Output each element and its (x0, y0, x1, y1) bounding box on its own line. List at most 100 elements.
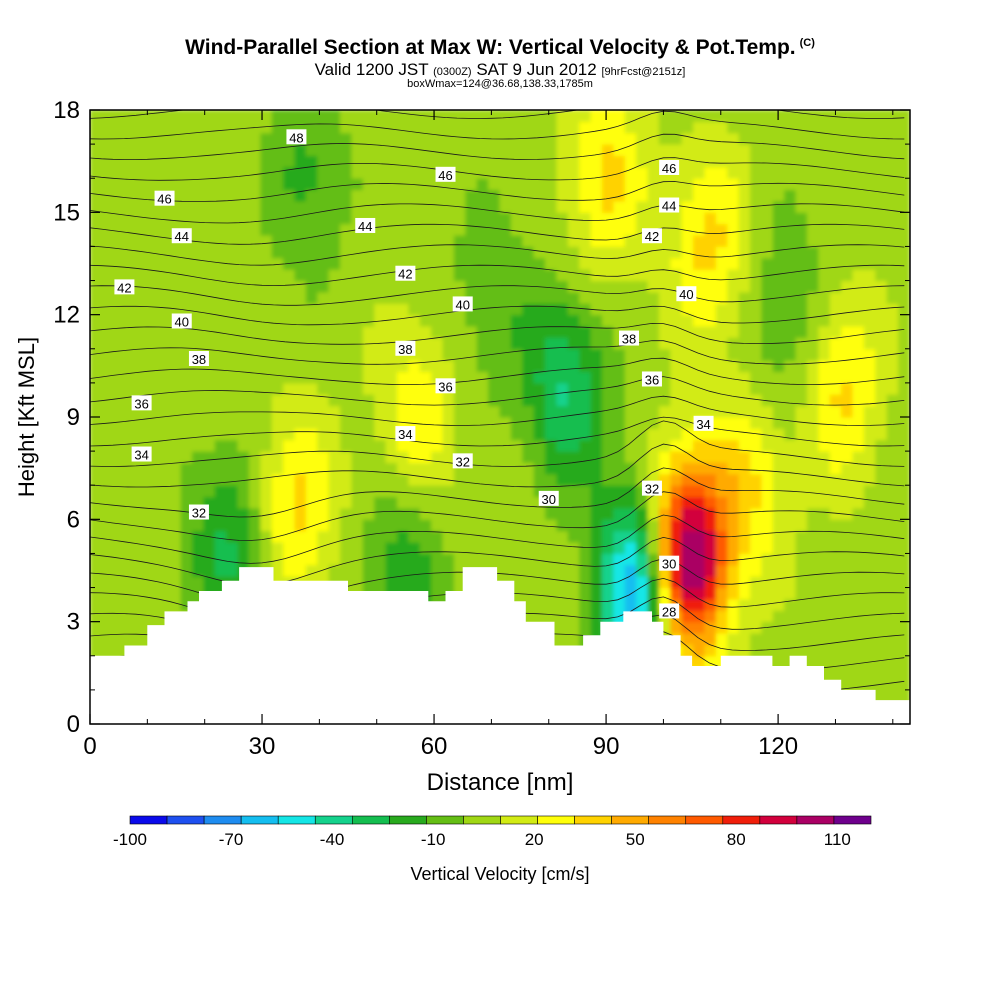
theta-label: 42 (395, 265, 416, 282)
velocity-cell (772, 439, 786, 452)
velocity-cell (533, 416, 547, 429)
velocity-cell (203, 575, 216, 589)
velocity-cell (226, 496, 239, 509)
velocity-cell (157, 587, 171, 600)
velocity-cell (602, 211, 615, 225)
velocity-cell (248, 177, 262, 191)
velocity-cell (123, 166, 137, 179)
velocity-cell (567, 177, 581, 191)
velocity-cell (704, 189, 717, 202)
velocity-cell (886, 598, 900, 611)
velocity-cell (579, 439, 592, 452)
velocity-cell (670, 541, 683, 554)
velocity-cell (237, 291, 250, 304)
velocity-cell (192, 541, 205, 554)
velocity-cell (863, 496, 877, 509)
velocity-cell (772, 575, 786, 589)
velocity-cell (852, 325, 865, 338)
velocity-cell (385, 211, 398, 225)
velocity-cell (670, 405, 683, 418)
velocity-cell (294, 245, 307, 259)
velocity-cell (476, 211, 490, 225)
velocity-cell (704, 257, 717, 270)
velocity-cell (795, 371, 808, 384)
velocity-cell (362, 154, 376, 168)
velocity-cell (841, 166, 854, 179)
velocity-cell (180, 518, 193, 532)
velocity-cell (886, 439, 900, 452)
velocity-cell (362, 405, 376, 418)
velocity-cell (431, 234, 444, 247)
velocity-cell (738, 541, 752, 554)
velocity-cell (362, 416, 376, 429)
velocity-cell (681, 336, 695, 350)
velocity-cell (248, 132, 262, 145)
subtitle-date: SAT 9 Jun 2012 (476, 60, 597, 79)
velocity-cell (784, 348, 797, 361)
velocity-cell (898, 552, 910, 566)
velocity-cell (772, 632, 786, 645)
velocity-cell (636, 166, 649, 179)
velocity-cell (203, 518, 216, 532)
velocity-cell (681, 473, 695, 486)
velocity-cell (90, 632, 102, 645)
velocity-cell (784, 189, 797, 202)
velocity-cell (476, 268, 490, 282)
velocity-cell (305, 484, 319, 498)
velocity-cell (738, 143, 752, 156)
velocity-cell (260, 132, 273, 145)
velocity-cell (750, 359, 763, 373)
velocity-cell (317, 371, 330, 384)
velocity-cell (374, 110, 387, 122)
velocity-cell (898, 655, 910, 668)
velocity-cell (419, 166, 433, 179)
velocity-cell (704, 530, 717, 543)
velocity-cell (419, 268, 433, 282)
velocity-cell (761, 110, 774, 122)
velocity-cell (203, 110, 216, 122)
velocity-cell (738, 348, 752, 361)
velocity-cell (488, 507, 501, 520)
velocity-cell (681, 110, 695, 122)
velocity-cell (431, 405, 444, 418)
velocity-cell (248, 405, 262, 418)
velocity-cell (567, 518, 581, 532)
velocity-cell (499, 257, 512, 270)
velocity-cell (499, 348, 512, 361)
velocity-cell (351, 110, 364, 122)
velocity-cell (408, 166, 421, 179)
velocity-cell (214, 473, 228, 486)
velocity-cell (647, 211, 660, 225)
velocity-cell (795, 325, 808, 338)
velocity-cell (567, 371, 581, 384)
velocity-cell (784, 461, 797, 475)
velocity-cell (237, 473, 250, 486)
velocity-cell (886, 177, 900, 191)
velocity-cell (351, 166, 364, 179)
velocity-cell (214, 211, 228, 225)
velocity-cell (510, 564, 524, 577)
velocity-cell (453, 371, 467, 384)
velocity-cell (658, 530, 672, 543)
velocity-cell (704, 314, 717, 327)
velocity-cell (431, 359, 444, 373)
velocity-cell (750, 382, 763, 395)
velocity-cell (112, 325, 125, 338)
velocity-cell (681, 609, 695, 623)
velocity-cell (203, 257, 216, 270)
velocity-cell (579, 473, 592, 486)
velocity-cell (340, 200, 353, 213)
velocity-cell (727, 598, 740, 611)
velocity-cell (340, 336, 353, 350)
velocity-cell (112, 143, 125, 156)
velocity-cell (795, 621, 808, 634)
velocity-cell (658, 427, 672, 441)
velocity-cell (374, 450, 387, 463)
velocity-cell (100, 484, 114, 498)
velocity-cell (841, 325, 854, 338)
velocity-cell (807, 336, 820, 350)
velocity-cell (203, 552, 216, 566)
velocity-cell (431, 461, 444, 475)
velocity-cell (294, 564, 307, 577)
velocity-cell (738, 575, 752, 589)
